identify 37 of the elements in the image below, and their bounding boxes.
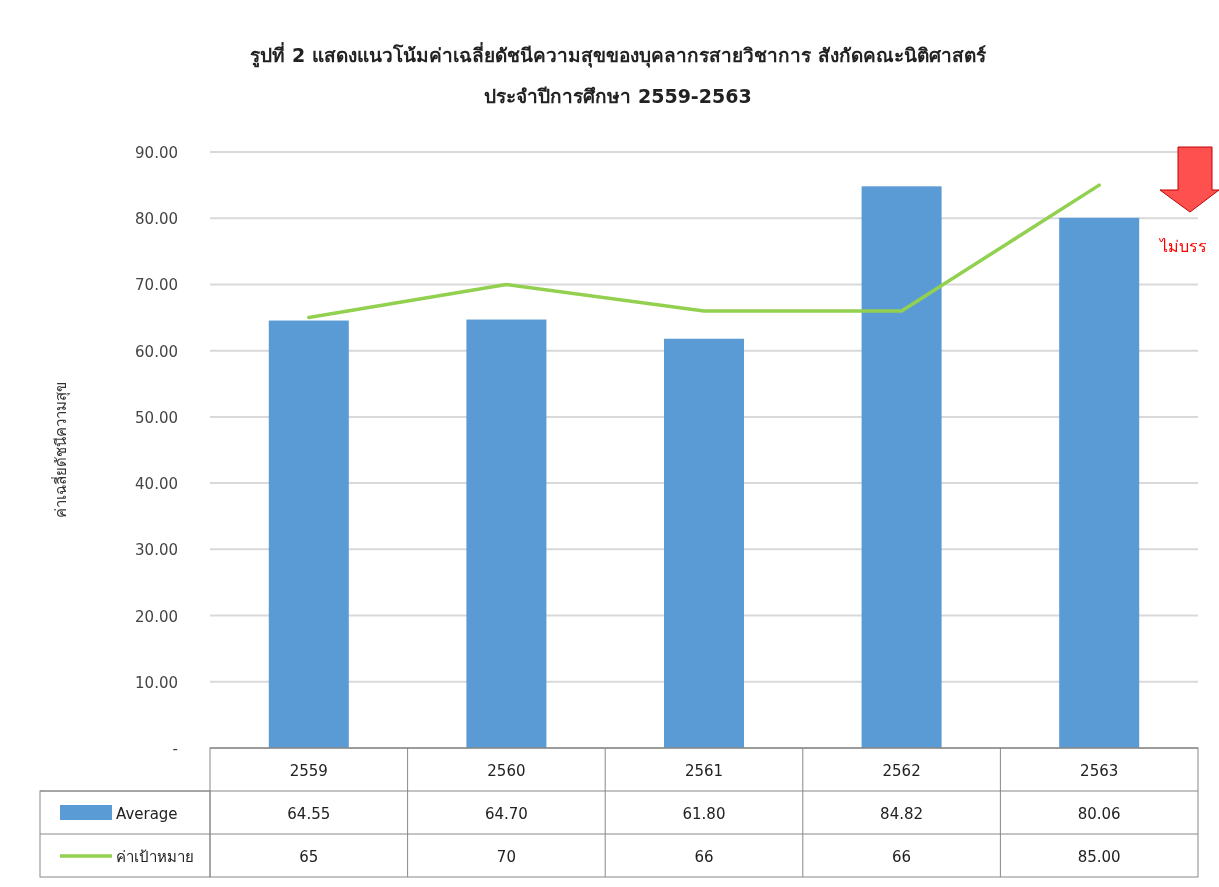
data-label: 66	[892, 848, 912, 866]
data-label: 66	[694, 848, 714, 866]
data-label: 61.80	[682, 805, 726, 823]
y-tick-label: 40.00	[135, 475, 178, 494]
y-tick-label: 80.00	[135, 210, 178, 229]
bar	[268, 320, 349, 748]
chart-subtitle: ประจำปีการศึกษา 2559-2563	[484, 85, 752, 107]
data-label: 64.70	[484, 805, 528, 823]
legend-label: ค่าเป้าหมาย	[116, 848, 194, 866]
y-tick-label: 60.00	[135, 342, 178, 361]
y-axis-title: ค่าเฉลี่ยดัชนีความสุข	[50, 382, 71, 518]
data-label: 65	[299, 848, 319, 866]
y-tick-label: 90.00	[135, 144, 178, 162]
bar	[1059, 217, 1140, 748]
bar	[861, 186, 942, 748]
y-tick-label: 10.00	[135, 673, 178, 692]
data-label: 70	[496, 848, 516, 866]
y-tick-label: 20.00	[135, 607, 178, 626]
y-tick-label: -	[172, 740, 178, 758]
bar	[664, 338, 744, 748]
x-tick-label: 2559	[289, 762, 328, 780]
y-tick-label: 70.00	[135, 276, 178, 295]
legend-label: Average	[116, 805, 178, 823]
chart-title: รูปที่ 2 แสดงแนวโน้มค่าเฉลี่ยดัชนีความสุขของบุคลากรสายวิชาการ สังกัดคณะนิติศาสตร์	[250, 42, 987, 68]
data-label: 84.82	[880, 805, 924, 823]
y-tick-label: 50.00	[135, 408, 178, 427]
bar	[466, 319, 547, 748]
x-tick-label: 2563	[1080, 762, 1119, 780]
annotation: ไม่บรร	[1158, 237, 1207, 256]
data-label: 85.00	[1077, 848, 1121, 866]
x-tick-label: 2562	[882, 762, 921, 780]
data-label: 80.06	[1077, 805, 1121, 823]
data-label: 64.55	[287, 805, 331, 823]
y-tick-label: 30.00	[135, 541, 178, 560]
x-tick-label: 2560	[487, 762, 526, 780]
x-tick-label: 2561	[684, 762, 724, 780]
line-series	[307, 183, 1101, 320]
